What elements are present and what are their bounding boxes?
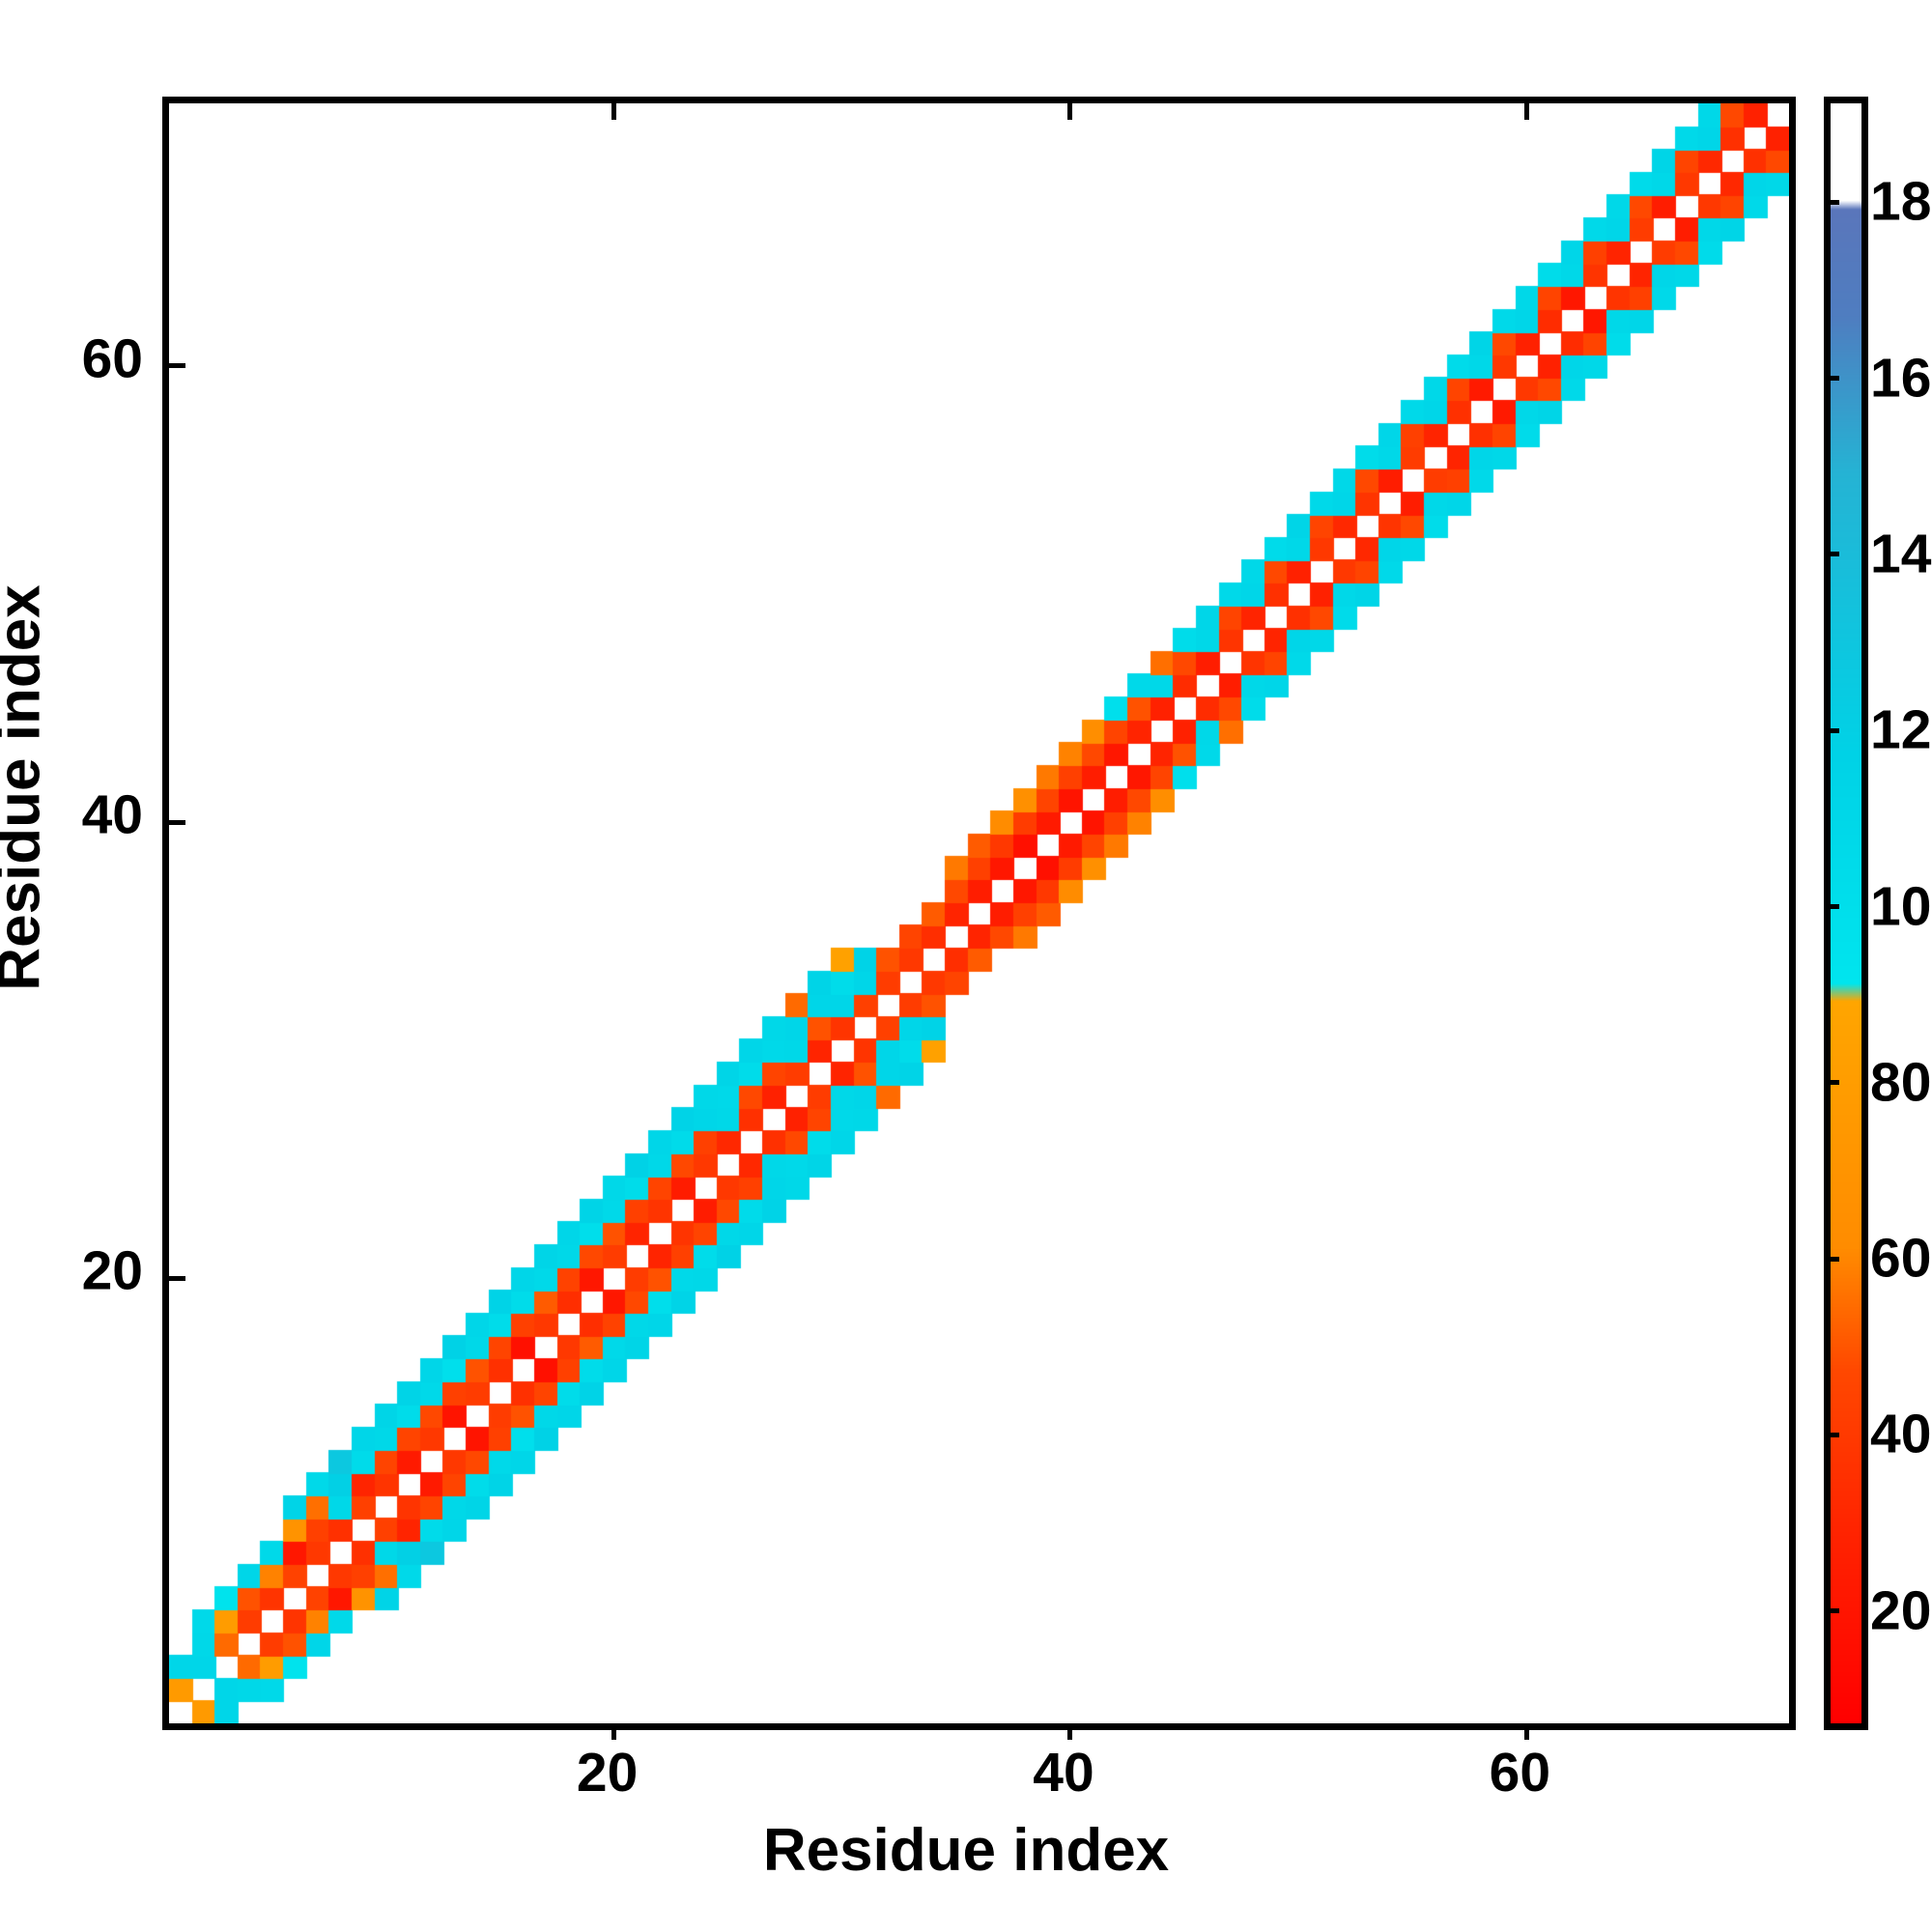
y-tick-label: 40 — [81, 783, 143, 846]
y-axis-label: Residue index — [0, 584, 53, 991]
colorbar-tick — [1826, 904, 1839, 909]
y-tick-label: 20 — [81, 1239, 143, 1302]
x-axis-label: Residue index — [762, 1817, 1170, 1884]
colorbar-tick-label: 140 — [1870, 523, 1932, 585]
y-tick-left — [169, 819, 185, 825]
colorbar-tick-label: 120 — [1870, 698, 1932, 761]
x-tick-bottom — [1067, 1723, 1073, 1740]
x-tick-top — [611, 103, 617, 120]
heatmap-plot-area — [162, 97, 1796, 1740]
colorbar-tick-label: 180 — [1870, 170, 1932, 233]
colorbar — [1824, 97, 1868, 1730]
colorbar-tick — [1826, 1432, 1839, 1437]
colorbar-tick — [1826, 552, 1839, 557]
colorbar-tick — [1826, 1608, 1839, 1614]
colorbar-tick-label: 60 — [1870, 1227, 1932, 1290]
colorbar-tick-label: 80 — [1870, 1051, 1932, 1114]
x-tick-label: 40 — [1033, 1742, 1094, 1804]
x-tick-label: 60 — [1489, 1742, 1551, 1804]
colorbar-tick — [1826, 1080, 1839, 1086]
x-tick-bottom — [1523, 1723, 1529, 1740]
x-tick-top — [1523, 103, 1529, 120]
heatmap-canvas — [169, 103, 1789, 1723]
colorbar-tick — [1826, 727, 1839, 733]
y-tick-left — [169, 363, 185, 369]
x-tick-label: 20 — [576, 1742, 639, 1804]
colorbar-tick-label: 100 — [1870, 875, 1932, 937]
x-tick-top — [1067, 103, 1073, 120]
colorbar-tick-label: 40 — [1870, 1403, 1932, 1465]
colorbar-tick — [1826, 1256, 1839, 1262]
y-tick-left — [169, 1275, 185, 1281]
y-tick-label: 60 — [81, 327, 143, 390]
colorbar-tick-label: 160 — [1870, 347, 1932, 410]
colorbar-tick-label: 20 — [1870, 1579, 1932, 1642]
x-tick-bottom — [611, 1723, 617, 1740]
colorbar-tick — [1826, 376, 1839, 382]
colorbar-gradient — [1831, 103, 1861, 1723]
colorbar-tick — [1826, 199, 1839, 205]
